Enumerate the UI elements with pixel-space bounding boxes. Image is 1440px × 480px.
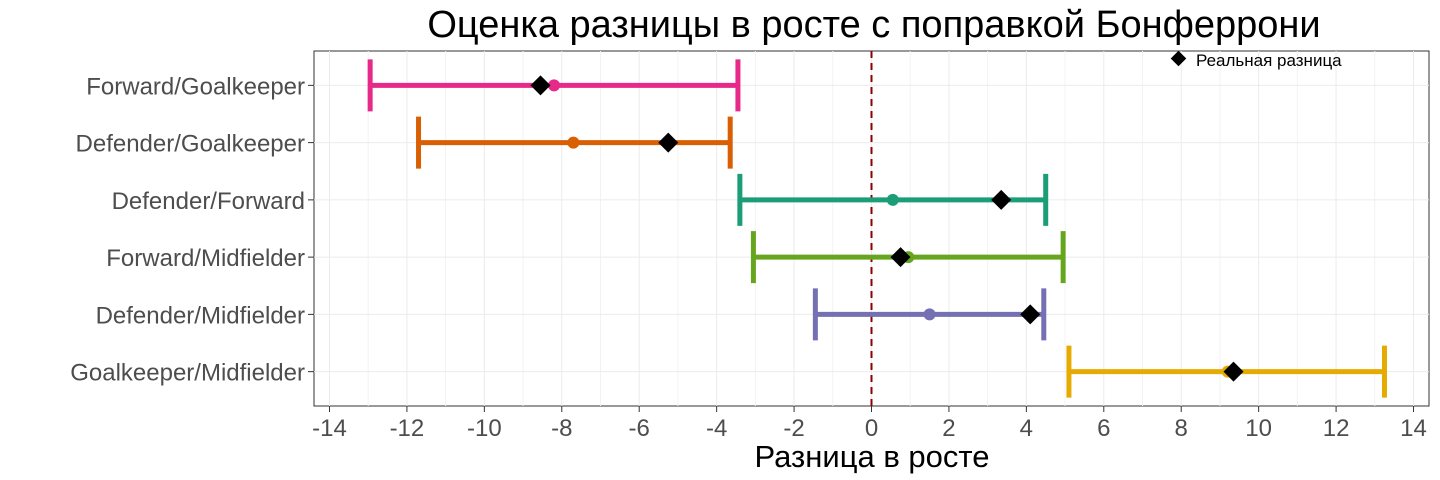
x-tick-label: -4 [706,415,727,442]
actual-diff-marker [890,247,911,268]
grid-minor [367,51,1376,406]
chart-title: Оценка разницы в росте с поправкой Бонфе… [427,4,1320,46]
category-labels: Forward/Goalkeeper Defender/Goalkeeper Def… [70,73,314,387]
category-label: Goalkeeper/Midfielder [70,360,305,387]
error-bar-group [416,116,733,169]
actual-diff-marker [991,189,1012,210]
error-bar-group [812,288,1047,341]
error-bar-group [1066,345,1387,398]
x-tick-label: 14 [1400,415,1427,442]
x-tick-label: -8 [551,415,572,442]
x-tick-label: 10 [1245,415,1272,442]
estimate-point [548,79,561,92]
x-tick-label: -2 [783,415,804,442]
x-axis-ticks: -14 -12 -10 -8 -6 -4 -2 0 2 4 6 8 10 12 14 [312,406,1427,442]
x-tick-label: -14 [312,415,347,442]
category-label: Defender/Midfielder [96,302,305,329]
error-bars [367,59,1387,398]
estimate-point [923,308,936,321]
x-tick-label: -12 [390,415,425,442]
category-label: Forward/Midfielder [106,245,305,272]
actual-diff-marker [530,75,551,96]
x-tick-label: 4 [1020,415,1033,442]
estimate-point [886,193,899,206]
category-label: Forward/Goalkeeper [86,73,305,100]
legend-key-marker [1170,50,1187,67]
category-label: Defender/Forward [112,188,305,215]
x-tick-label: 0 [865,415,878,442]
estimate-point [567,136,580,149]
x-tick-label: 6 [1097,415,1110,442]
x-tick-label: 2 [942,415,955,442]
category-label: Defender/Goalkeeper [76,131,305,158]
x-axis-label: Разница в росте [755,439,990,474]
x-tick-label: -10 [467,415,502,442]
actual-diff-marker [1020,304,1041,325]
actual-diff-marker [658,132,679,153]
error-bar-group [750,231,1066,284]
actual-diff-marker [1223,361,1244,382]
legend: Реальная разница [1170,50,1342,70]
legend-label: Реальная разница [1196,51,1342,70]
error-bar-group [367,59,741,112]
x-tick-label: 12 [1323,415,1350,442]
error-bar-group [737,173,1049,226]
x-tick-label: -6 [629,415,650,442]
x-tick-label: 8 [1175,415,1188,442]
